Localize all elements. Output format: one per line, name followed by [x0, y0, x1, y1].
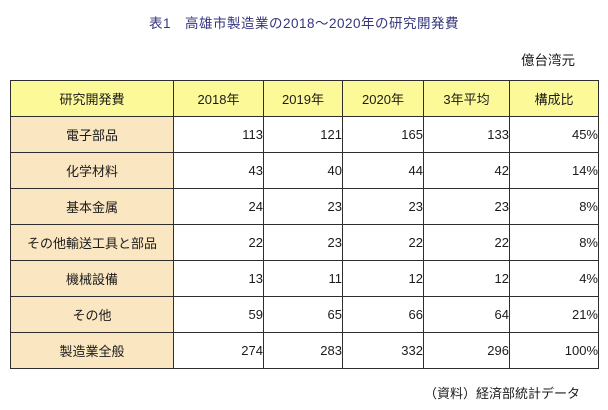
- value-cell: 22: [342, 224, 424, 261]
- table-row: 化学材料 43 40 44 42 14%: [10, 152, 599, 189]
- value-cell: 23: [423, 188, 510, 225]
- value-cell: 40: [263, 152, 343, 189]
- table-row: その他 59 65 66 64 21%: [10, 296, 599, 333]
- value-cell: 13: [173, 260, 264, 297]
- value-cell: 8%: [509, 188, 599, 225]
- value-cell: 23: [263, 188, 343, 225]
- row-label: 化学材料: [10, 152, 174, 189]
- unit-label: 億台湾元: [521, 53, 575, 68]
- value-cell: 113: [173, 116, 264, 153]
- row-label: その他: [10, 296, 174, 333]
- column-header: 構成比: [509, 80, 599, 117]
- value-cell: 24: [173, 188, 264, 225]
- rnd-expense-table: 研究開発費 2018年 2019年 2020年 3年平均 構成比 電子部品 113 121 16…: [10, 80, 599, 369]
- table-title: 表1 高雄市製造業の2018〜2020年の研究開発費: [148, 16, 460, 31]
- row-label: 製造業全般: [10, 332, 174, 369]
- value-cell: 14%: [509, 152, 599, 189]
- value-cell: 12: [423, 260, 510, 297]
- table-row: その他輸送工具と部品 22 23 22 22 8%: [10, 224, 599, 261]
- column-header: 研究開発費: [10, 80, 174, 117]
- value-cell: 8%: [509, 224, 599, 261]
- value-cell: 332: [342, 332, 424, 369]
- value-cell: 22: [173, 224, 264, 261]
- row-label: 機械設備: [10, 260, 174, 297]
- value-cell: 59: [173, 296, 264, 333]
- value-cell: 12: [342, 260, 424, 297]
- header-row: 研究開発費 2018年 2019年 2020年 3年平均 構成比: [10, 80, 599, 117]
- column-header: 2019年: [263, 80, 343, 117]
- value-cell: 23: [263, 224, 343, 261]
- value-cell: 64: [423, 296, 510, 333]
- column-header: 3年平均: [423, 80, 510, 117]
- table-row: 電子部品 113 121 165 133 45%: [10, 116, 599, 153]
- value-cell: 121: [263, 116, 343, 153]
- value-cell: 43: [173, 152, 264, 189]
- value-cell: 65: [263, 296, 343, 333]
- value-cell: 165: [342, 116, 424, 153]
- row-label: その他輸送工具と部品: [10, 224, 174, 261]
- column-header: 2018年: [173, 80, 264, 117]
- table-row: 機械設備 13 11 12 12 4%: [10, 260, 599, 297]
- table-header: 研究開発費 2018年 2019年 2020年 3年平均 構成比: [10, 80, 599, 117]
- value-cell: 21%: [509, 296, 599, 333]
- source-note: （資料）経済部統計データ: [423, 386, 580, 401]
- table-body: 電子部品 113 121 165 133 45% 化学材料 43 40 44 42 14% 基本金属 24…: [10, 116, 599, 369]
- value-cell: 274: [173, 332, 264, 369]
- row-label: 電子部品: [10, 116, 174, 153]
- value-cell: 100%: [509, 332, 599, 369]
- value-cell: 42: [423, 152, 510, 189]
- value-cell: 45%: [509, 116, 599, 153]
- table-row: 基本金属 24 23 23 23 8%: [10, 188, 599, 225]
- value-cell: 11: [263, 260, 343, 297]
- table-row: 製造業全般 274 283 332 296 100%: [10, 332, 599, 369]
- column-header: 2020年: [342, 80, 424, 117]
- value-cell: 23: [342, 188, 424, 225]
- value-cell: 44: [342, 152, 424, 189]
- row-label: 基本金属: [10, 188, 174, 225]
- value-cell: 4%: [509, 260, 599, 297]
- value-cell: 283: [263, 332, 343, 369]
- value-cell: 133: [423, 116, 510, 153]
- value-cell: 22: [423, 224, 510, 261]
- value-cell: 66: [342, 296, 424, 333]
- value-cell: 296: [423, 332, 510, 369]
